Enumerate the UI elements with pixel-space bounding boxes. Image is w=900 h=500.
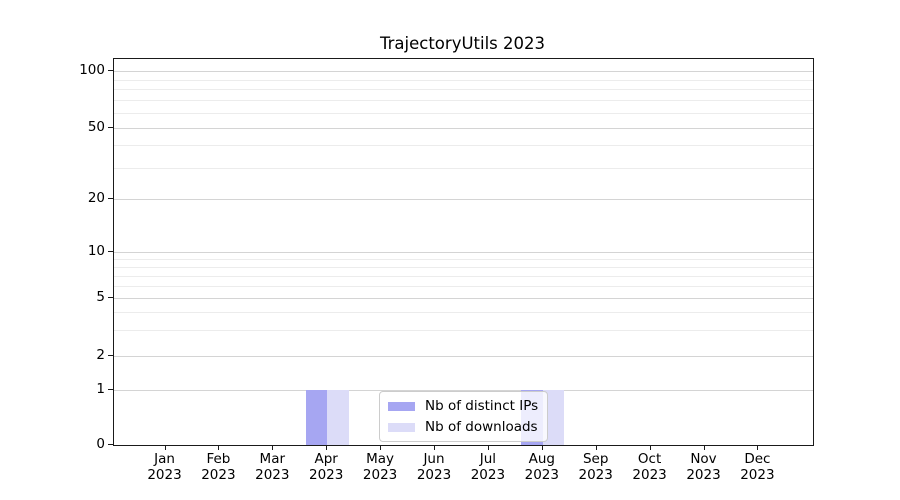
y-minor-gridline — [114, 275, 813, 277]
x-axis-tick — [487, 445, 489, 450]
y-axis-tick — [108, 198, 113, 199]
x-tick-label: May 2023 — [362, 451, 398, 483]
x-tick-label: Jul 2023 — [470, 451, 506, 483]
y-axis-tick — [108, 127, 113, 128]
x-axis-tick — [757, 445, 759, 450]
x-tick-label: Aug 2023 — [524, 451, 559, 483]
x-tick-label: Dec 2023 — [740, 451, 775, 483]
x-axis-tick — [541, 445, 543, 450]
y-major-gridline — [114, 128, 813, 129]
y-minor-gridline — [114, 113, 813, 114]
x-tick-label: Feb 2023 — [201, 451, 236, 483]
y-axis-tick — [108, 355, 113, 356]
y-minor-gridline — [114, 258, 813, 260]
legend-swatch-distinct-ips-icon — [388, 401, 415, 411]
bar-downloads — [542, 390, 565, 445]
y-tick-label: 0 — [96, 435, 105, 452]
x-tick-label: Mar 2023 — [255, 451, 290, 483]
y-tick-label: 100 — [79, 61, 105, 78]
x-axis-tick — [326, 445, 328, 450]
bars-layer — [114, 59, 813, 445]
y-axis-tick — [108, 70, 113, 71]
legend-item-downloads: Nb of downloads — [388, 418, 538, 436]
legend-label-distinct-ips: Nb of distinct IPs — [425, 398, 539, 414]
y-minor-gridline — [114, 79, 813, 81]
y-tick-label: 20 — [87, 189, 105, 206]
legend-swatch-downloads-icon — [388, 422, 415, 432]
x-axis-tick — [649, 445, 651, 450]
y-axis-tick — [108, 389, 113, 390]
x-axis-tick — [164, 445, 166, 450]
x-axis-tick — [218, 445, 220, 450]
legend-label-downloads: Nb of downloads — [425, 419, 538, 435]
y-minor-gridline — [114, 312, 813, 314]
y-major-gridline — [114, 71, 813, 72]
x-axis-tick — [595, 445, 597, 450]
y-major-gridline — [114, 252, 813, 253]
bar-downloads — [327, 390, 349, 445]
y-axis-tick — [108, 444, 113, 445]
y-major-gridline — [114, 199, 813, 200]
chart-title: TrajectoryUtils 2023 — [379, 34, 546, 53]
gridlines-layer — [114, 59, 813, 445]
y-tick-label: 2 — [96, 346, 105, 363]
y-minor-gridline — [114, 89, 813, 91]
y-minor-gridline — [114, 167, 813, 169]
y-tick-label: 1 — [96, 380, 105, 397]
y-tick-label: 50 — [87, 118, 105, 135]
x-tick-label: Jan 2023 — [147, 451, 182, 483]
y-minor-gridline — [114, 330, 813, 332]
legend-item-distinct-ips: Nb of distinct IPs — [388, 397, 538, 415]
plot-area — [113, 58, 814, 446]
y-minor-gridline — [114, 145, 813, 147]
x-axis-tick — [703, 445, 705, 450]
x-tick-label: Apr 2023 — [309, 451, 344, 483]
y-tick-label: 5 — [96, 288, 105, 305]
x-tick-label: Sep 2023 — [578, 451, 613, 483]
x-axis-tick — [380, 445, 382, 450]
y-tick-label: 10 — [87, 242, 105, 259]
x-tick-label: Oct 2023 — [632, 451, 667, 483]
y-minor-gridline — [114, 266, 813, 268]
y-axis-tick — [108, 251, 113, 252]
legend: Nb of distinct IPs Nb of downloads — [379, 391, 549, 442]
y-major-gridline — [114, 298, 813, 299]
y-major-gridline — [114, 356, 813, 357]
x-axis-tick — [434, 445, 435, 450]
bar-distinct-ips — [305, 390, 328, 445]
y-major-gridline — [114, 390, 813, 391]
y-minor-gridline — [114, 100, 813, 102]
y-axis-tick — [108, 297, 113, 298]
x-tick-label: Jun 2023 — [416, 451, 452, 483]
x-axis-tick — [272, 445, 274, 450]
x-tick-label: Nov 2023 — [686, 451, 721, 483]
y-minor-gridline — [114, 285, 813, 287]
